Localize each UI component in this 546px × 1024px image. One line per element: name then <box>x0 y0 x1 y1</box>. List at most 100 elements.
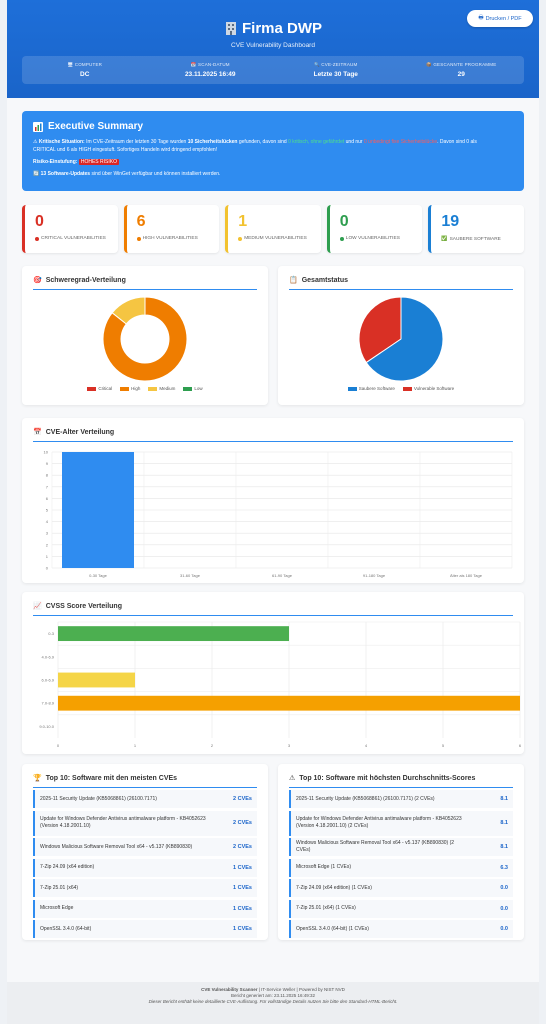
y-tick-label: 8 <box>46 473 49 478</box>
severity-donut-chart <box>102 296 188 382</box>
x-tick-label: 31-60 Tage <box>180 573 201 578</box>
list-item[interactable]: 7-Zip 24.09 (x64 edition) 1 CVEs <box>33 858 257 877</box>
legend-high[interactable]: High <box>120 386 140 391</box>
cve-age-chart-title: 📅 CVE-Alter Verteilung <box>33 428 513 442</box>
list-item[interactable]: 7-Zip 25.01 (x64) (1 CVEs) 0.0 <box>289 899 513 918</box>
risk-badge: HOHES RISIKO <box>78 159 119 165</box>
print-pdf-button[interactable]: 🖶 Drucken / PDF <box>467 10 533 27</box>
risk-rating: Risiko-Einstufung: HOHES RISIKO <box>33 159 119 165</box>
list-item[interactable]: Windows Malicious Software Removal Tool … <box>33 838 257 856</box>
bar-1[interactable] <box>58 626 289 642</box>
stat-value: 0 <box>339 213 349 230</box>
y-tick-label: 6.0-6.9 <box>42 678 55 683</box>
bar-1[interactable] <box>62 452 134 568</box>
top-scores-title: ⚠ Top 10: Software mit höchsten Durchschn… <box>289 774 513 788</box>
slice-saubere-software[interactable] <box>365 296 444 382</box>
stat-value: 19 <box>441 213 460 230</box>
x-tick-label: 1 <box>134 743 137 748</box>
list-item[interactable]: OpenSSL 3.4.0 (64-bit) 1 CVEs <box>33 920 257 938</box>
list-item[interactable]: 2025-11 Security Update (KB5068861) (261… <box>289 790 513 808</box>
executive-summary: Executive Summary ⚠ Kritische Situation:… <box>22 111 524 191</box>
printer-icon: 🖶 <box>478 15 484 21</box>
stat-critical: 0 CRITICAL VULNERABILITIES <box>22 205 118 253</box>
y-tick-label: 0-3 <box>48 631 55 636</box>
y-tick-label: 2 <box>46 542 49 547</box>
status-chart-card: 📋 Gesamtstatus Saubere Software Vulnerabl… <box>278 266 524 405</box>
x-tick-label: 0 <box>57 743 60 748</box>
y-tick-label: 10 <box>44 450 49 455</box>
y-tick-label: 9.0-10.0 <box>39 724 54 729</box>
list-item[interactable]: 7-Zip 24.09 (x64 edition) (1 CVEs) 0.0 <box>289 879 513 897</box>
y-tick-label: 7 <box>46 484 49 489</box>
slice-high[interactable] <box>102 296 188 382</box>
target-icon: 🎯 <box>33 277 42 284</box>
print-pdf-label: Drucken / PDF <box>485 15 522 22</box>
stat-value: 1 <box>238 213 248 230</box>
info-computer: 🖥 COMPUTER DC <box>22 56 148 84</box>
stat-value: 0 <box>35 213 44 230</box>
slice-vulnerable-software[interactable] <box>358 296 402 364</box>
list-item[interactable]: Windows Malicious Software Removal Tool … <box>289 838 513 856</box>
x-tick-label: 6 <box>519 743 522 748</box>
legend-low[interactable]: Low <box>183 386 203 391</box>
stat-medium: 1 MEDIUM VULNERABILITIES <box>225 205 321 253</box>
warning-icon: ⚠ <box>289 775 296 782</box>
cvss-chart-card: 📈 CVSS Score Verteilung 0 1 2 3 4 5 6 0-3 4.0-6.9… <box>22 592 524 754</box>
x-tick-label: 3 <box>288 743 291 748</box>
list-item[interactable]: Microsoft Edge 1 CVEs <box>33 899 257 918</box>
bar-4[interactable] <box>58 695 520 711</box>
info-cve-range: 🔍 CVE-ZEITRAUM Letzte 30 Tage <box>273 56 399 84</box>
y-tick-label: 4 <box>46 519 49 524</box>
y-tick-label: 0 <box>46 566 49 571</box>
info-label: 📅 SCAN-DATUM <box>190 62 230 67</box>
legend-critical[interactable]: Critical <box>87 386 112 391</box>
status-pie-chart <box>358 296 444 382</box>
warning-icon: ⚠ <box>33 139 38 145</box>
info-value: DC <box>80 71 90 78</box>
stat-label: ✅ SAUBERE SOFTWARE <box>441 236 501 242</box>
x-tick-label: 0-30 Tage <box>89 573 107 578</box>
stat-high: 6 HIGH VULNERABILITIES <box>123 205 220 253</box>
top-cves-title: 🏆 Top 10: Software mit den meisten CVEs <box>33 774 257 788</box>
top-cves-list: 2025-11 Security Update (KB5068861) (261… <box>33 790 257 941</box>
y-tick-label: 9 <box>46 461 49 466</box>
severity-legend: Critical High Medium Low <box>22 386 268 391</box>
x-tick-label: 91-180 Tage <box>363 573 386 578</box>
chart-up-icon: 📈 <box>33 603 42 610</box>
exec-title: Executive Summary <box>33 121 513 132</box>
y-tick-label: 4.0-6.9 <box>42 654 55 659</box>
severity-chart-card: 🎯 Schweregrad-Verteilung Critical High Me… <box>22 266 268 405</box>
chart-icon <box>33 121 43 132</box>
list-item[interactable]: OpenSSL 3.4.0 (64-bit) (1 CVEs) 0.0 <box>289 920 513 938</box>
x-tick-label: 61-90 Tage <box>272 573 293 578</box>
calendar-icon: 📅 <box>33 429 42 436</box>
scan-info-bar: 🖥 COMPUTER DC 📅 SCAN-DATUM 23.11.2025 16… <box>22 56 524 84</box>
building-icon <box>225 22 236 35</box>
legend-medium[interactable]: Medium <box>148 386 175 391</box>
status-chart-title: 📋 Gesamtstatus <box>289 276 513 290</box>
green-dot-icon <box>339 236 344 241</box>
list-item[interactable]: 7-Zip 25.01 (x64) 1 CVEs <box>33 879 257 897</box>
check-icon: ✅ <box>441 236 448 242</box>
info-value: 23.11.2025 16:49 <box>184 71 236 78</box>
list-item[interactable]: Microsoft Edge (1 CVEs) 6.3 <box>289 858 513 877</box>
report-footer: CVE Vulnerability Scanner | IT-Service W… <box>7 982 539 1024</box>
x-tick-label: 2 <box>211 743 214 748</box>
list-item[interactable]: Update for Windows Defender Antivirus an… <box>33 810 257 836</box>
cvss-chart-title: 📈 CVSS Score Verteilung <box>33 602 513 616</box>
footer-note: Dieser Bericht enthält keine detailliert… <box>148 999 398 1004</box>
exec-severity-line: CRITICAL und 6 als HIGH eingestuft. Sofo… <box>33 147 218 153</box>
info-label: 🔍 CVE-ZEITRAUM <box>314 62 358 67</box>
bar-3[interactable] <box>58 672 135 688</box>
orange-dot-icon <box>136 236 141 241</box>
y-tick-label: 5 <box>46 508 49 513</box>
trophy-icon: 🏆 <box>33 775 42 782</box>
list-item[interactable]: 2025-11 Security Update (KB5068861) (261… <box>33 790 257 808</box>
info-label: 📦 GESCANNTE PROGRAMME <box>426 62 497 67</box>
info-programs: 📦 GESCANNTE PROGRAMME 29 <box>399 56 525 84</box>
legend-vulnerable-software[interactable]: Vulnerable Software <box>402 386 454 391</box>
list-item[interactable]: Update for Windows Defender Antivirus an… <box>289 810 513 836</box>
x-tick-label: Älter als 180 Tage <box>450 573 483 578</box>
legend-clean-software[interactable]: Saubere Software <box>347 386 395 391</box>
